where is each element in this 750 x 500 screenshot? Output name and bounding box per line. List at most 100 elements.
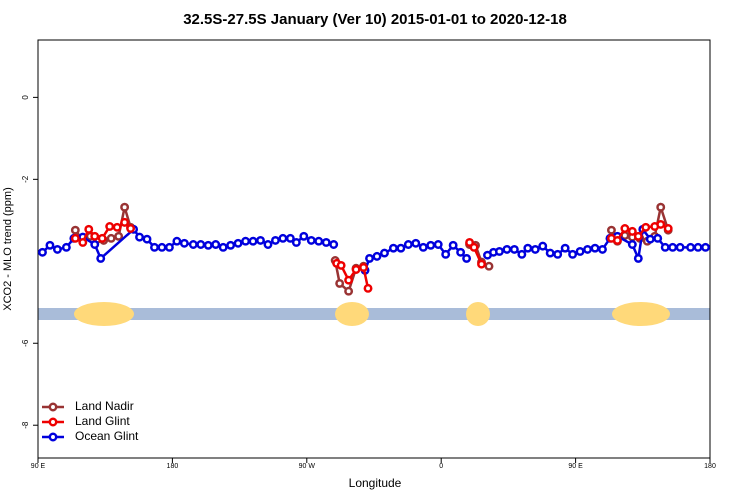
point — [494, 247, 504, 256]
legend-label: Land Nadir — [75, 399, 134, 413]
point — [306, 235, 316, 245]
point — [164, 242, 174, 252]
land-mask-land — [612, 302, 670, 326]
point — [456, 247, 466, 257]
point — [627, 226, 637, 236]
legend-marker — [48, 402, 58, 412]
point — [660, 242, 670, 252]
point — [606, 225, 616, 235]
point — [462, 253, 472, 263]
point — [157, 242, 167, 252]
point — [329, 240, 339, 249]
point — [203, 240, 213, 250]
point — [179, 238, 189, 248]
x-tick-label: 90 E — [568, 463, 583, 470]
point — [78, 237, 88, 247]
point — [105, 222, 115, 231]
point — [90, 231, 100, 241]
point — [233, 238, 243, 248]
plot-frame — [37, 39, 711, 459]
legend-marker — [48, 417, 58, 427]
point — [270, 235, 280, 245]
point — [365, 253, 374, 263]
x-tick-label: 90 W — [299, 463, 316, 470]
point — [359, 262, 368, 272]
point — [120, 202, 130, 212]
point — [114, 231, 124, 241]
point — [433, 240, 443, 249]
point — [106, 233, 116, 243]
point — [396, 243, 406, 253]
point — [701, 242, 710, 252]
point — [142, 234, 152, 244]
point — [285, 233, 295, 243]
point — [126, 224, 136, 233]
legend-marker — [48, 432, 58, 442]
point — [633, 231, 643, 241]
point — [675, 242, 685, 252]
point — [388, 243, 398, 253]
point — [70, 233, 80, 243]
point — [418, 242, 428, 252]
point — [411, 238, 421, 248]
point — [344, 286, 354, 296]
y-tick-label: -8 — [21, 421, 30, 429]
point — [448, 240, 458, 250]
point — [612, 235, 622, 245]
point — [633, 253, 643, 263]
legend-label: Land Glint — [75, 414, 130, 428]
point — [96, 253, 106, 263]
point — [372, 251, 382, 261]
point — [278, 233, 288, 243]
point — [336, 260, 346, 270]
point — [509, 244, 519, 254]
x-tick-label: 180 — [167, 463, 179, 470]
point — [38, 247, 47, 257]
point — [583, 244, 592, 254]
point — [693, 242, 703, 252]
point — [645, 234, 655, 244]
point — [211, 240, 221, 249]
point — [553, 249, 563, 259]
point — [538, 241, 548, 251]
land-mask-land — [335, 302, 369, 326]
x-axis-label: Longitude — [349, 476, 402, 490]
point — [52, 244, 62, 254]
point — [517, 249, 527, 259]
point — [97, 233, 107, 243]
point — [663, 224, 673, 233]
point — [248, 236, 258, 246]
point — [45, 240, 55, 250]
point — [426, 240, 436, 250]
point — [560, 243, 570, 253]
point — [112, 222, 122, 232]
point — [590, 243, 600, 253]
point — [530, 244, 540, 254]
x-tick-label: 180 — [704, 463, 716, 470]
point — [321, 237, 331, 247]
land-mask-land — [466, 302, 490, 326]
x-tick-label: 0 — [439, 463, 443, 470]
point — [314, 236, 324, 246]
point — [545, 248, 555, 258]
point — [226, 240, 236, 250]
point — [598, 244, 607, 254]
point — [135, 232, 144, 242]
land-mask-ocean — [38, 308, 710, 320]
point — [380, 248, 389, 258]
point — [441, 249, 451, 259]
x-tick-label: 90 E — [31, 463, 46, 470]
point — [90, 240, 100, 249]
legend-label: Ocean Glint — [75, 429, 139, 443]
land-mask-land — [74, 302, 134, 326]
point — [256, 235, 265, 245]
point — [335, 278, 345, 288]
point — [241, 236, 251, 246]
point — [656, 219, 666, 229]
point — [568, 249, 578, 259]
point — [502, 244, 512, 254]
point — [575, 247, 585, 256]
chart-title: 32.5S-27.5S January (Ver 10) 2015-01-01 … — [183, 11, 567, 28]
point — [477, 259, 486, 269]
y-tick-label: 0 — [21, 95, 30, 100]
